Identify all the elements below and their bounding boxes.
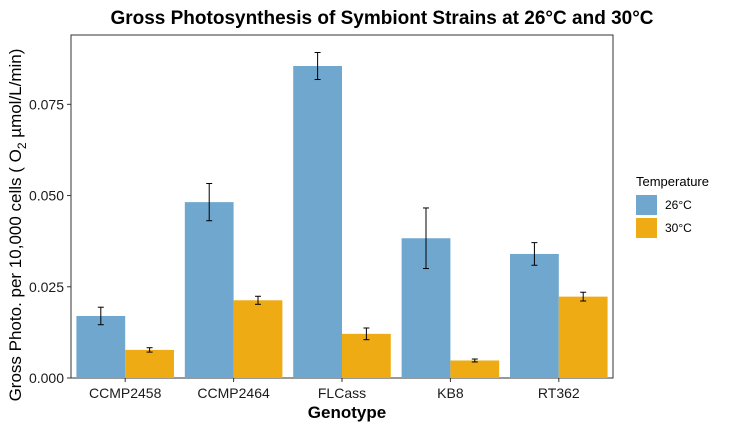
bar <box>450 360 500 378</box>
error-bar <box>363 327 370 341</box>
y-tick-label: 0.025 <box>29 279 64 295</box>
y-tick-label: 0.000 <box>29 370 64 386</box>
y-tick-label: 0.075 <box>29 96 64 112</box>
bar <box>125 349 174 378</box>
error-bar <box>206 183 213 222</box>
y-axis-label-tail: µmol/L/min) <box>6 49 25 143</box>
bar <box>76 315 126 378</box>
bar <box>293 66 342 378</box>
error-bar <box>580 291 587 302</box>
y-axis-label: Gross Photo. per 10,000 cells ( O2 µmol/… <box>6 49 29 402</box>
error-bar <box>146 347 153 353</box>
bar <box>184 202 234 378</box>
x-axis-label: Genotype <box>308 403 386 422</box>
y-axis-label-subscript: 2 <box>15 142 29 149</box>
error-bar <box>531 242 538 266</box>
y-tick-label: 0.050 <box>29 188 64 204</box>
legend-label: 30°C <box>665 221 692 235</box>
error-bar <box>423 207 430 270</box>
error-bar <box>471 358 478 363</box>
plot-area: 0.000 0.025 0.050 0.075 CCMP2458 CCMP2464 FLCa… <box>29 34 614 401</box>
bar <box>510 253 559 378</box>
y-axis-label-main: Gross Photo. per 10,000 cells ( O <box>6 149 25 401</box>
x-tick-label: CCMP2464 <box>197 385 270 401</box>
legend-swatch <box>636 218 657 238</box>
bar <box>558 296 608 378</box>
chart-title: Gross Photosynthesis of Symbiont Strains… <box>110 8 653 29</box>
legend-swatch <box>636 195 657 215</box>
bar <box>233 300 283 378</box>
error-bar <box>97 306 104 326</box>
error-bar <box>314 52 321 81</box>
legend-title: Temperature <box>636 174 709 189</box>
legend: Temperature 26°C 30°C <box>636 174 709 238</box>
x-tick-label: KB8 <box>437 385 464 401</box>
legend-label: 26°C <box>665 198 692 212</box>
x-tick-label: CCMP2458 <box>89 385 162 401</box>
bar <box>342 333 391 378</box>
error-bar <box>254 295 261 305</box>
x-tick-label: FLCass <box>318 385 366 401</box>
x-tick-label: RT362 <box>538 385 580 401</box>
